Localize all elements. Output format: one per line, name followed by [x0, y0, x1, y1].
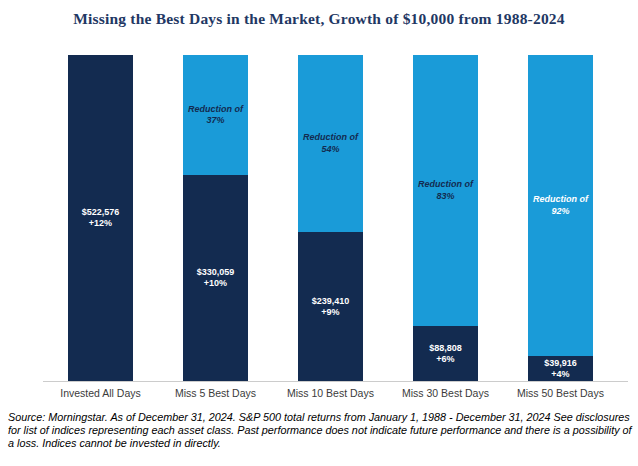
x-label-miss-30-best-days: Miss 30 Best Days [388, 387, 503, 399]
source-note: Source: Morningstar. As of December 31, … [8, 411, 632, 451]
value-segment: $239,410+9% [298, 232, 363, 381]
reduction-segment: Reduction of 37% [183, 55, 248, 175]
reduction-label: Reduction of 37% [186, 104, 246, 127]
value-label: $522,576+12% [82, 207, 120, 229]
value-segment: $522,576+12% [68, 55, 133, 381]
value-label: $39,916+4% [544, 358, 577, 380]
value-label: $88,808+6% [429, 343, 462, 365]
value-segment: $39,916+4% [528, 356, 593, 381]
value-segment: $88,808+6% [413, 326, 478, 381]
bar-miss-5-best-days: Reduction of 37% $330,059+10% [183, 55, 248, 381]
reduction-label: Reduction of 83% [416, 179, 476, 202]
reduction-segment: Reduction of 83% [413, 55, 478, 326]
plot-area: $522,576+12% Reduction of 37% $330,059+10%… [43, 55, 628, 381]
bar-miss-10-best-days: Reduction of 54% $239,410+9% [298, 55, 363, 381]
x-axis-line [43, 381, 628, 382]
value-label: $239,410+9% [312, 296, 350, 318]
source-line-1: Source: Morningstar. As of December 31, … [8, 411, 551, 423]
reduction-segment: Reduction of 54% [298, 55, 363, 232]
bars-container: $522,576+12% Reduction of 37% $330,059+10%… [43, 55, 628, 381]
x-label-invested-all-days: Invested All Days [43, 387, 158, 399]
x-label-miss-10-best-days: Miss 10 Best Days [273, 387, 388, 399]
reduction-label: Reduction of 54% [301, 132, 361, 155]
reduction-segment: Reduction of 92% [528, 55, 593, 356]
chart-title: Missing the Best Days in the Market, Gro… [0, 10, 638, 28]
x-label-miss-5-best-days: Miss 5 Best Days [158, 387, 273, 399]
bar-miss-50-best-days: Reduction of 92% $39,916+4% [528, 55, 593, 381]
reduction-label: Reduction of 92% [531, 194, 591, 217]
x-label-miss-50-best-days: Miss 50 Best Days [503, 387, 618, 399]
bar-miss-30-best-days: Reduction of 83% $88,808+6% [413, 55, 478, 381]
value-label: $330,059+10% [197, 267, 235, 289]
chart-page: Missing the Best Days in the Market, Gro… [0, 0, 638, 466]
x-axis-labels: Invested All DaysMiss 5 Best DaysMiss 10… [43, 387, 618, 399]
value-segment: $330,059+10% [183, 175, 248, 381]
bar-invested-all-days: $522,576+12% [68, 55, 133, 381]
